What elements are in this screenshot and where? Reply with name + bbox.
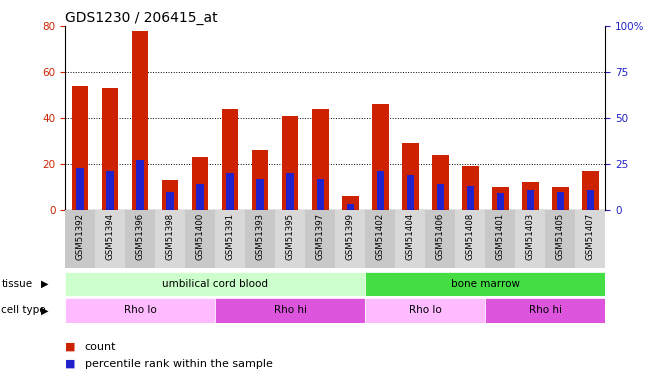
Bar [65, 272, 365, 296]
Bar [76, 168, 84, 210]
Bar [167, 192, 174, 210]
Bar [65, 298, 215, 322]
Bar [102, 88, 118, 210]
Text: GSM51391: GSM51391 [226, 213, 235, 260]
Text: ■: ■ [65, 342, 76, 352]
Bar [587, 190, 594, 210]
Bar [497, 194, 504, 210]
Text: umbilical cord blood: umbilical cord blood [162, 279, 268, 289]
Text: GSM51407: GSM51407 [586, 213, 595, 260]
Bar [222, 109, 238, 210]
Text: GSM51406: GSM51406 [436, 213, 445, 260]
Bar [282, 116, 299, 210]
Bar [552, 187, 569, 210]
Bar [215, 210, 245, 268]
Text: GSM51392: GSM51392 [76, 213, 85, 260]
Bar [256, 179, 264, 210]
Bar [137, 160, 144, 210]
Bar [492, 187, 508, 210]
Bar [65, 210, 95, 268]
Text: GSM51397: GSM51397 [316, 213, 325, 260]
Bar [522, 183, 538, 210]
Text: Rho hi: Rho hi [273, 305, 307, 315]
Bar [516, 210, 546, 268]
Text: ▶: ▶ [41, 305, 49, 315]
Text: GSM51405: GSM51405 [556, 213, 565, 260]
Bar [95, 210, 125, 268]
Bar [316, 179, 324, 210]
Bar [395, 210, 425, 268]
Bar [365, 272, 605, 296]
Text: GSM51399: GSM51399 [346, 213, 355, 260]
Text: GSM51396: GSM51396 [135, 213, 145, 260]
Bar [376, 171, 384, 210]
Bar [462, 166, 478, 210]
Text: GSM51395: GSM51395 [286, 213, 295, 260]
Text: cell type: cell type [1, 305, 46, 315]
Bar [425, 210, 455, 268]
Text: GSM51403: GSM51403 [526, 213, 535, 260]
Bar [185, 210, 215, 268]
Bar [227, 173, 234, 210]
Text: tissue: tissue [1, 279, 33, 289]
Bar [162, 180, 178, 210]
Bar [305, 210, 335, 268]
Text: GSM51400: GSM51400 [196, 213, 204, 260]
Bar [437, 184, 444, 210]
Bar [527, 190, 534, 210]
Text: bone marrow: bone marrow [451, 279, 520, 289]
Bar [407, 175, 414, 210]
Bar [467, 186, 474, 210]
Bar [252, 150, 268, 210]
Text: GSM51408: GSM51408 [466, 213, 475, 260]
Text: ▶: ▶ [41, 279, 49, 289]
Bar [486, 298, 605, 322]
Bar [546, 210, 575, 268]
Bar [365, 210, 395, 268]
Bar [582, 171, 599, 210]
Text: GSM51401: GSM51401 [496, 213, 505, 260]
Bar [192, 157, 208, 210]
Text: Rho hi: Rho hi [529, 305, 562, 315]
Bar [432, 155, 449, 210]
Bar [106, 171, 114, 210]
Bar [215, 298, 365, 322]
Text: percentile rank within the sample: percentile rank within the sample [85, 359, 273, 369]
Bar [312, 109, 329, 210]
Bar [197, 184, 204, 210]
Bar [275, 210, 305, 268]
Bar [402, 143, 419, 210]
Bar [155, 210, 185, 268]
Bar [342, 196, 359, 210]
Bar [335, 210, 365, 268]
Text: GSM51393: GSM51393 [256, 213, 265, 260]
Bar [486, 210, 516, 268]
Bar [346, 204, 354, 210]
Text: GSM51404: GSM51404 [406, 213, 415, 260]
Text: GSM51394: GSM51394 [105, 213, 115, 260]
Bar [125, 210, 155, 268]
Bar [72, 86, 89, 210]
Bar [372, 104, 389, 210]
Bar [575, 210, 605, 268]
Bar [365, 298, 486, 322]
Text: count: count [85, 342, 116, 352]
Text: GSM51402: GSM51402 [376, 213, 385, 260]
Bar [455, 210, 486, 268]
Text: Rho lo: Rho lo [409, 305, 441, 315]
Text: Rho lo: Rho lo [124, 305, 156, 315]
Text: ■: ■ [65, 359, 76, 369]
Text: GSM51398: GSM51398 [165, 213, 174, 260]
Text: GDS1230 / 206415_at: GDS1230 / 206415_at [65, 11, 217, 25]
Bar [245, 210, 275, 268]
Bar [132, 31, 148, 210]
Bar [286, 173, 294, 210]
Bar [557, 192, 564, 210]
